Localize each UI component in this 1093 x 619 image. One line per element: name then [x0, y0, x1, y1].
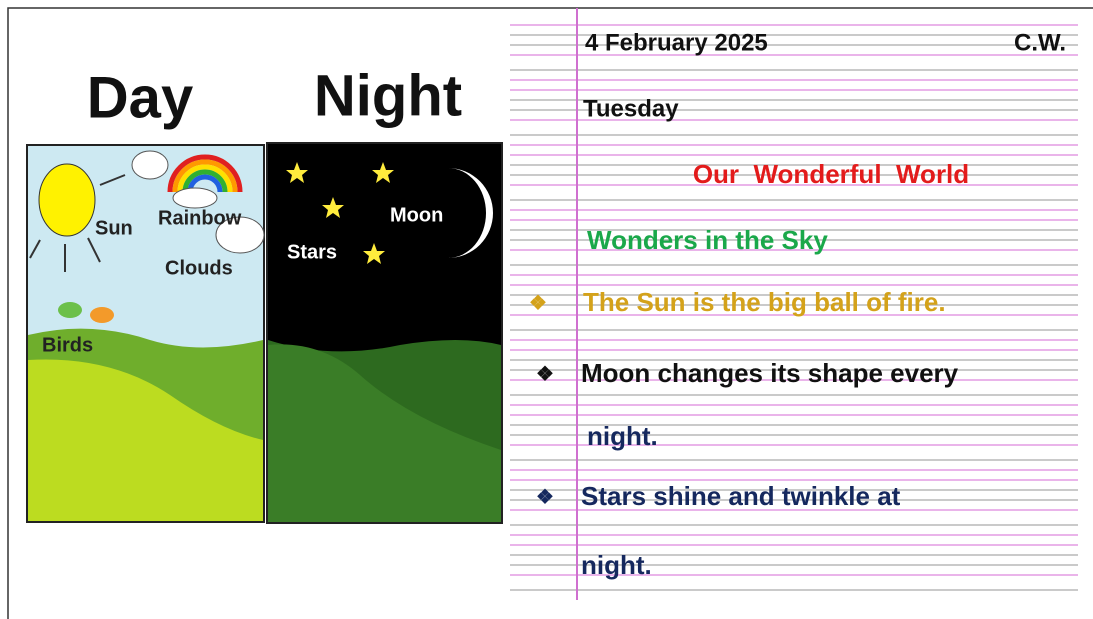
- panel-title: Day: [87, 65, 193, 130]
- bullet: ❖: [536, 486, 554, 508]
- date: 4 February 2025: [585, 29, 768, 56]
- slide: Day Night Sun Rainbow Clouds Birds Moon …: [0, 0, 1093, 619]
- bullet: ❖: [536, 363, 554, 385]
- night-label: Moon: [390, 204, 443, 226]
- point-text: night.: [581, 550, 652, 580]
- classwork-tag: C.W.: [1014, 29, 1066, 56]
- point-text: Stars shine and twinkle at: [581, 481, 901, 511]
- point-text: The Sun is the big ball of fire.: [583, 287, 946, 317]
- day-label: Rainbow: [158, 207, 242, 229]
- day-label: Clouds: [165, 257, 233, 279]
- sun: [39, 164, 95, 236]
- night-label: Stars: [287, 241, 337, 263]
- bird: [58, 302, 82, 318]
- bullet: ❖: [529, 292, 547, 314]
- day-label: Birds: [42, 334, 93, 356]
- heading: Our Wonderful World: [693, 159, 969, 189]
- day-label: Sun: [95, 217, 133, 239]
- point-text: Moon changes its shape every: [581, 358, 959, 388]
- point-text: night.: [587, 421, 658, 451]
- panel-title: Night: [314, 63, 462, 128]
- bird: [90, 307, 114, 323]
- subheading: Wonders in the Sky: [587, 225, 828, 255]
- weekday: Tuesday: [583, 95, 679, 122]
- slide-canvas: Day Night Sun Rainbow Clouds Birds Moon …: [0, 0, 1093, 619]
